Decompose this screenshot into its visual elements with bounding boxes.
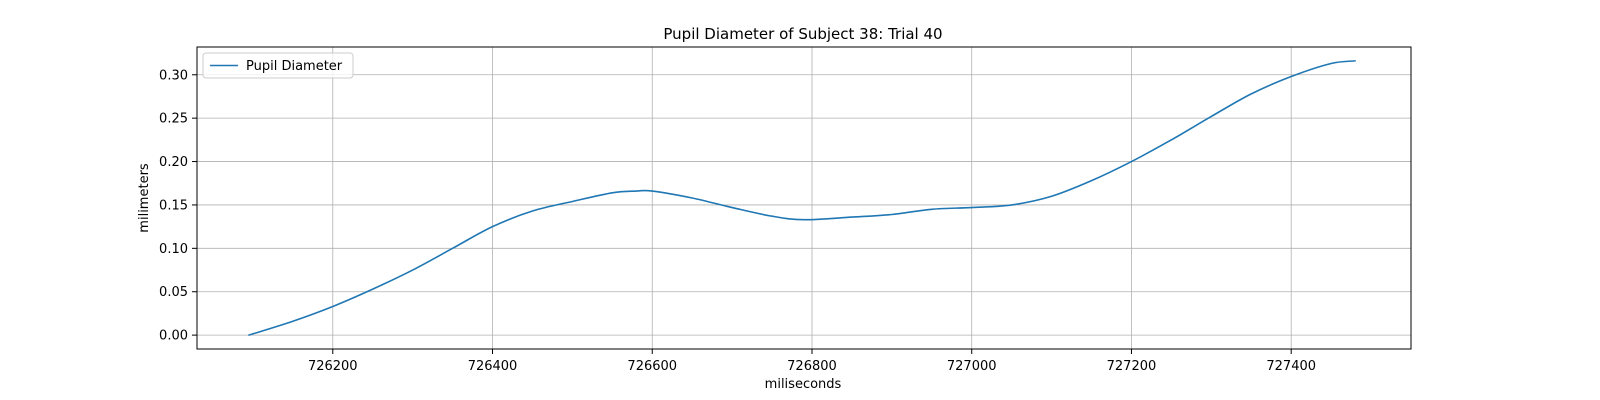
plot-frame (196, 46, 1412, 350)
y-axis-label: milimeters (137, 163, 152, 233)
y-tick-label: 0.10 (159, 242, 188, 257)
legend-box (202, 52, 354, 79)
x-tick-label: 726800 (787, 359, 837, 374)
x-tick-label: 727400 (1266, 359, 1316, 374)
series-line-pupil-diameter (248, 60, 1356, 336)
legend: Pupil Diameter (202, 52, 354, 79)
x-tick-label: 727000 (947, 359, 997, 374)
y-ticks: 0.00 0.05 0.10 0.15 0.20 0.25 0.30 (159, 68, 197, 344)
y-tick-label: 0.30 (159, 68, 188, 83)
x-tick-label: 726600 (627, 359, 677, 374)
chart-title: Pupil Diameter of Subject 38: Trial 40 (663, 25, 942, 43)
y-tick-label: 0.20 (159, 155, 188, 170)
x-ticks: 726200 726400 726600 726800 727000 727200 7274… (308, 349, 1316, 374)
legend-label-pupil-diameter: Pupil Diameter (246, 59, 343, 74)
y-tick-label: 0.15 (159, 198, 188, 213)
y-tick-label: 0.05 (159, 285, 188, 300)
grid (197, 47, 1411, 349)
y-tick-label: 0.00 (159, 329, 188, 344)
y-tick-label: 0.25 (159, 112, 188, 127)
plot-lines (248, 60, 1356, 336)
x-axis-label: miliseconds (765, 377, 842, 392)
x-tick-label: 726200 (308, 359, 358, 374)
x-tick-label: 727200 (1107, 359, 1157, 374)
x-tick-label: 726400 (468, 359, 518, 374)
